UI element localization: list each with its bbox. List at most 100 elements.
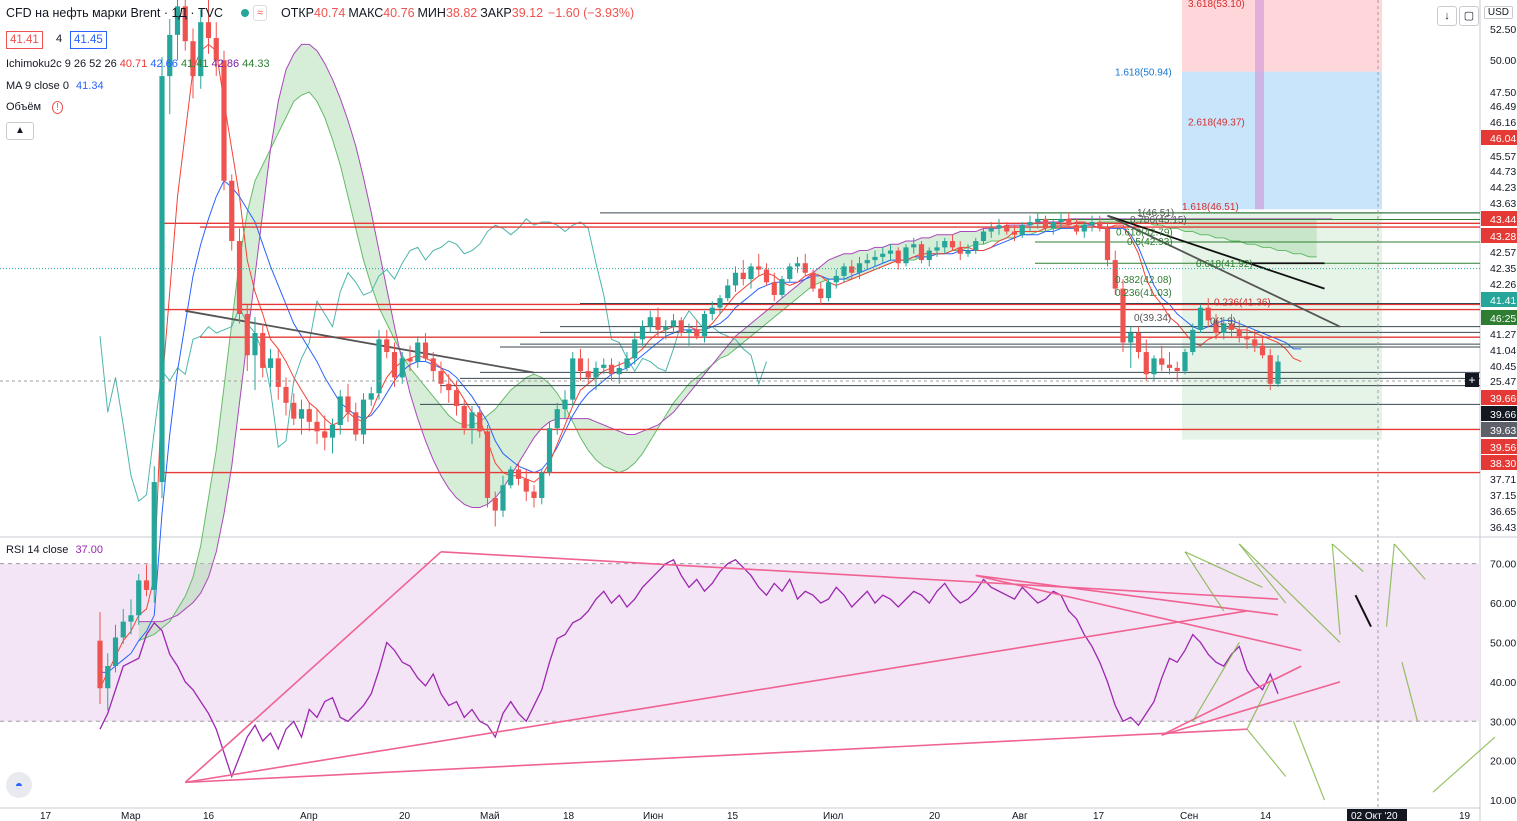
warning-icon[interactable]: ! [52, 101, 63, 114]
candle-body [1035, 218, 1041, 223]
candle-body [430, 358, 436, 372]
candle-body [1197, 307, 1204, 330]
candle-body [1267, 355, 1273, 384]
price-axis-label: 46.49 [1490, 101, 1516, 113]
price-axis-label: 36.43 [1490, 522, 1516, 534]
fib-label: 0(39.34) [1134, 313, 1171, 324]
fib-extension-zone-red [1182, 0, 1382, 72]
ichimoku-legend[interactable]: Ichimoku2c 9 26 52 26 40.71 42.66 41.41 … [6, 58, 270, 70]
currency-label[interactable]: USD [1483, 6, 1513, 19]
candle-body [1066, 218, 1072, 226]
candle-body [601, 364, 607, 368]
candle-body [1182, 352, 1188, 372]
candle-body [399, 358, 405, 378]
rsi-trendline [185, 728, 1248, 784]
candle-body [818, 288, 824, 299]
candle-body [1135, 333, 1142, 353]
high-label: МАКС [348, 6, 384, 20]
ichimoku-value-2: 42.66 [150, 58, 178, 70]
price-axis-label: 43.28 [1490, 231, 1516, 243]
price-axis-label: 42.57 [1490, 247, 1516, 259]
candle-body [368, 393, 374, 400]
candle-body [887, 250, 894, 254]
rsi-fan-line [1331, 543, 1364, 572]
candle-body [949, 241, 956, 248]
candle-body [608, 364, 615, 375]
candle-body [1259, 345, 1266, 356]
fib-label: 2.618(49.37) [1188, 117, 1245, 128]
rsi-fan-line [1385, 543, 1395, 627]
candle-body [1073, 225, 1080, 232]
fib-label: 1(46.51) [1137, 208, 1174, 219]
candle-body [314, 421, 320, 432]
wave-icon[interactable]: ≈ [253, 5, 268, 21]
price-axis-label: 39.63 [1490, 425, 1516, 437]
ichimoku-value-3: 41.41 [180, 58, 209, 70]
collapse-legend-button[interactable]: ▲ [6, 122, 34, 140]
candle-body [1128, 333, 1134, 343]
candle-body [756, 266, 762, 270]
candle-body [577, 358, 584, 372]
candle-body [787, 266, 793, 280]
candle-body [236, 241, 243, 314]
time-axis-label: 19 [1459, 811, 1471, 821]
candle-body [1221, 323, 1227, 334]
ichimoku-value-5: 44.33 [242, 58, 270, 70]
price-axis-tag [1481, 406, 1517, 421]
buy-price-button[interactable]: 41.45 [70, 31, 107, 49]
ma-legend[interactable]: MA 9 close 0 41.34 [6, 80, 104, 92]
candle-body [639, 326, 646, 340]
candle-body [422, 342, 429, 359]
volume-legend[interactable]: Объём ! [6, 101, 63, 114]
add-plus-icon[interactable]: + [1465, 373, 1479, 387]
candle-body [523, 478, 529, 492]
arrow-down-icon[interactable]: ↓ [1437, 6, 1457, 26]
price-trendline [1107, 214, 1325, 290]
price-axis-label: 41.27 [1490, 329, 1516, 341]
candle-body [593, 367, 599, 378]
price-axis-tag [1481, 455, 1517, 470]
price-axis-label: 44.23 [1490, 182, 1516, 194]
time-axis-label: Июн [643, 811, 663, 821]
candle-body [1275, 361, 1281, 384]
candle-body [802, 263, 808, 273]
rsi-fan-line [1246, 681, 1271, 730]
candle-body [655, 317, 661, 330]
time-axis-label: Мар [121, 811, 141, 821]
rsi-trendline [1161, 665, 1302, 736]
candle-body [283, 386, 289, 403]
candle-body [329, 424, 336, 438]
low-label: МИН [417, 6, 446, 20]
price-axis-tag [1481, 390, 1517, 405]
candle-body [190, 41, 196, 77]
rsi-axis-label: 10.00 [1490, 795, 1516, 807]
price-axis-label: 37.71 [1490, 474, 1516, 486]
candle-body [872, 256, 878, 261]
rsi-fan-line [1432, 736, 1496, 793]
candle-body [120, 621, 126, 638]
candle-body [438, 371, 444, 384]
symbol-title[interactable]: CFD на нефть марки Brent · 1Д · TVC [6, 6, 223, 20]
candle-body [221, 60, 227, 181]
candle-body [477, 412, 483, 432]
candle-body [97, 640, 103, 689]
time-axis-label: 17 [1093, 811, 1105, 821]
time-axis-label: 02 Окт '20 [1351, 811, 1398, 821]
candle-body [453, 390, 460, 406]
price-axis-tag [1481, 439, 1517, 454]
rsi-fan-line [1184, 551, 1263, 588]
candle-body [748, 266, 754, 280]
rsi-axis-label: 40.00 [1490, 677, 1516, 689]
candle-body [833, 275, 839, 283]
candle-body [926, 250, 932, 261]
fib-label: 0.618(41.92) [1196, 259, 1253, 270]
candle-body [841, 266, 847, 276]
maximize-icon[interactable]: ▢ [1459, 6, 1479, 26]
sell-price-button[interactable]: 41.41 [6, 31, 43, 49]
candle-body [856, 263, 863, 273]
rsi-legend[interactable]: RSI 14 close 37.00 [6, 544, 103, 556]
tradingview-logo-icon[interactable]: ◓ [6, 772, 32, 798]
rsi-fan-line [1246, 728, 1287, 777]
